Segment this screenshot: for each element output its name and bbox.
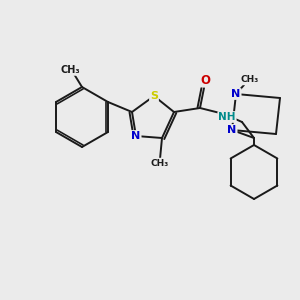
- Text: CH₃: CH₃: [60, 65, 80, 75]
- Text: NH: NH: [218, 112, 236, 122]
- Text: S: S: [150, 91, 158, 101]
- Text: N: N: [227, 125, 237, 135]
- Text: CH₃: CH₃: [151, 158, 169, 167]
- Text: O: O: [200, 74, 210, 86]
- Text: CH₃: CH₃: [241, 76, 259, 85]
- Text: N: N: [131, 131, 141, 141]
- Text: N: N: [231, 89, 241, 99]
